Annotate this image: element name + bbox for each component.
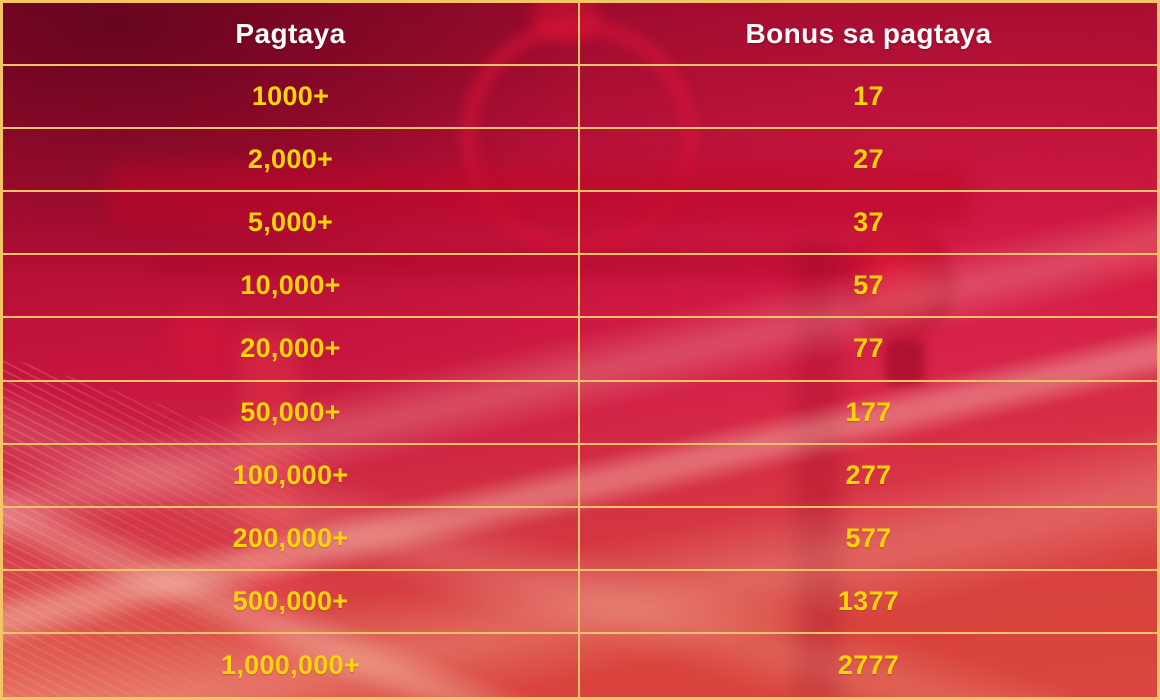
bonus-cell: 57 [580, 255, 1157, 319]
bet-tier-cell: 50,000+ [3, 381, 580, 445]
bet-tier-cell: 1000+ [3, 66, 580, 130]
bet-tier-cell: 1,000,000+ [3, 633, 580, 697]
bonus-cell: 577 [580, 508, 1157, 571]
bonus-cell: 27 [580, 129, 1157, 193]
bet-tier-cell: 500,000+ [3, 570, 580, 634]
bonus-cell: 17 [580, 66, 1157, 130]
bonus-cell: 77 [580, 318, 1157, 382]
bet-tier-cell: 100,000+ [3, 444, 580, 508]
header-bonus-sa-pagtaya: Bonus sa pagtaya [580, 3, 1157, 67]
bet-tier-cell: 5,000+ [3, 192, 580, 256]
bet-tier-cell: 2,000+ [3, 129, 580, 193]
bet-tier-cell: 20,000+ [3, 318, 580, 382]
bonus-cell: 2777 [837, 649, 900, 680]
bet-tier-cell: 200,000+ [3, 507, 580, 571]
header-pagtaya: Pagtaya [3, 3, 580, 67]
bonus-cell: 177 [580, 382, 1157, 445]
bonus-cell: 1377 [580, 571, 1157, 634]
bet-tier-cell: 10,000+ [3, 255, 580, 319]
bonus-cell: 37 [580, 192, 1157, 256]
bonus-cell: 277 [580, 445, 1157, 508]
